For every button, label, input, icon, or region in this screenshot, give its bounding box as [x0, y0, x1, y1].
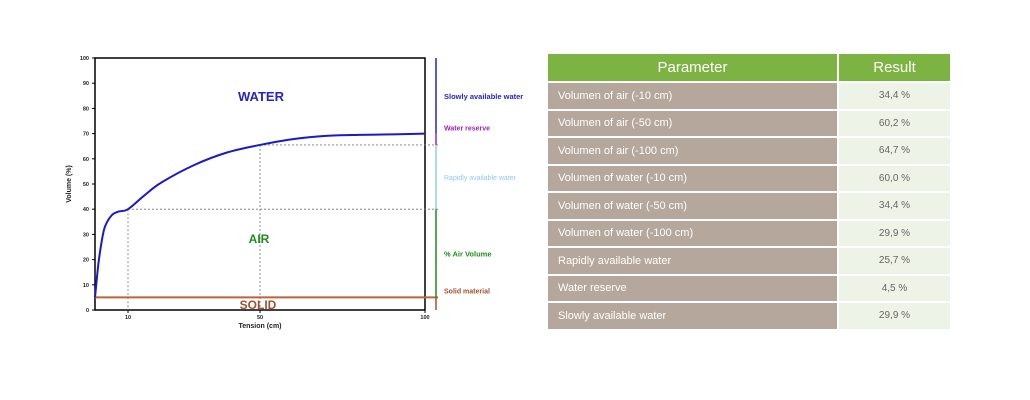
header-result: Result — [839, 54, 950, 83]
result-cell: 64,7 % — [839, 138, 950, 166]
result-cell: 60,0 % — [839, 165, 950, 193]
parameter-cell: Volumen of air (-100 cm) — [548, 138, 839, 166]
table-row: Volumen of water (-10 cm) 60,0 % — [548, 165, 950, 193]
table-header-row: Parameter Result — [548, 54, 950, 83]
parameter-cell: Volumen of water (-50 cm) — [548, 193, 839, 221]
y-tick-label: 50 — [83, 182, 89, 188]
y-tick-label: 10 — [83, 283, 89, 289]
y-tick-label: 30 — [83, 232, 89, 238]
bracket-label: Slowly available water — [444, 92, 523, 101]
table-body: Volumen of air (-10 cm) 34,4 % Volumen of … — [548, 83, 950, 331]
bracket-label: Solid material — [444, 288, 490, 295]
y-tick-label: 70 — [83, 132, 89, 138]
air-region-label: AIR — [249, 232, 270, 246]
water-region-label: WATER — [238, 89, 285, 104]
retention-curve-line — [94, 132, 426, 298]
result-cell: 60,2 % — [839, 110, 950, 138]
table-row: Volumen of air (-50 cm) 60,2 % — [548, 110, 950, 138]
y-tick-label: 100 — [80, 56, 89, 62]
x-axis-label: Tension (cm) — [238, 323, 281, 330]
table-row: Slowly available water 29,9 % — [548, 303, 950, 331]
result-cell: 34,4 % — [839, 193, 950, 221]
y-axis-label: Volume (%) — [66, 165, 73, 203]
parameter-cell: Rapidly available water — [548, 248, 839, 276]
result-cell: 4,5 % — [839, 275, 950, 303]
y-tick-label: 40 — [83, 207, 89, 213]
parameter-cell: Slowly available water — [548, 303, 839, 331]
result-cell: 34,4 % — [839, 83, 950, 111]
chart-svg: 0 10 20 30 40 50 60 70 80 90 100 10 50 100 Tension (cm… — [66, 56, 523, 330]
bracket-label: % Air Volume — [444, 249, 492, 258]
table-row: Rapidly available water 25,7 % — [548, 248, 950, 276]
parameter-cell: Volumen of water (-10 cm) — [548, 165, 839, 193]
parameter-cell: Water reserve — [548, 275, 839, 303]
results-table: Parameter Result Volumen of air (-10 cm)… — [548, 54, 950, 331]
x-tick-label: 10 — [125, 315, 131, 321]
header-parameter: Parameter — [548, 54, 839, 83]
result-cell: 29,9 % — [839, 220, 950, 248]
parameter-cell: Volumen of air (-10 cm) — [548, 83, 839, 111]
table-row: Volumen of air (-10 cm) 34,4 % — [548, 83, 950, 111]
x-tick-label: 50 — [257, 315, 263, 321]
table-row: Volumen of water (-100 cm) 29,9 % — [548, 220, 950, 248]
y-tick-label: 80 — [83, 106, 89, 112]
x-tick-label: 100 — [420, 315, 429, 321]
bracket-label: Water reserve — [444, 126, 490, 133]
parameter-cell: Volumen of air (-50 cm) — [548, 110, 839, 138]
table-row: Volumen of air (-100 cm) 64,7 % — [548, 138, 950, 166]
y-tick-label: 90 — [83, 81, 89, 87]
table-row: Water reserve 4,5 % — [548, 275, 950, 303]
result-cell: 25,7 % — [839, 248, 950, 276]
y-tick-label: 60 — [83, 157, 89, 163]
y-tick-label: 0 — [86, 308, 89, 314]
result-cell: 29,9 % — [839, 303, 950, 331]
solid-region-label: SOLID — [240, 298, 277, 312]
soil-water-retention-chart: 0 10 20 30 40 50 60 70 80 90 100 10 50 100 Tension (cm… — [66, 56, 523, 330]
parameter-cell: Volumen of water (-100 cm) — [548, 220, 839, 248]
table-row: Volumen of water (-50 cm) 34,4 % — [548, 193, 950, 221]
bracket-label: Rapidly available water — [444, 175, 517, 182]
y-tick-label: 20 — [83, 258, 89, 264]
